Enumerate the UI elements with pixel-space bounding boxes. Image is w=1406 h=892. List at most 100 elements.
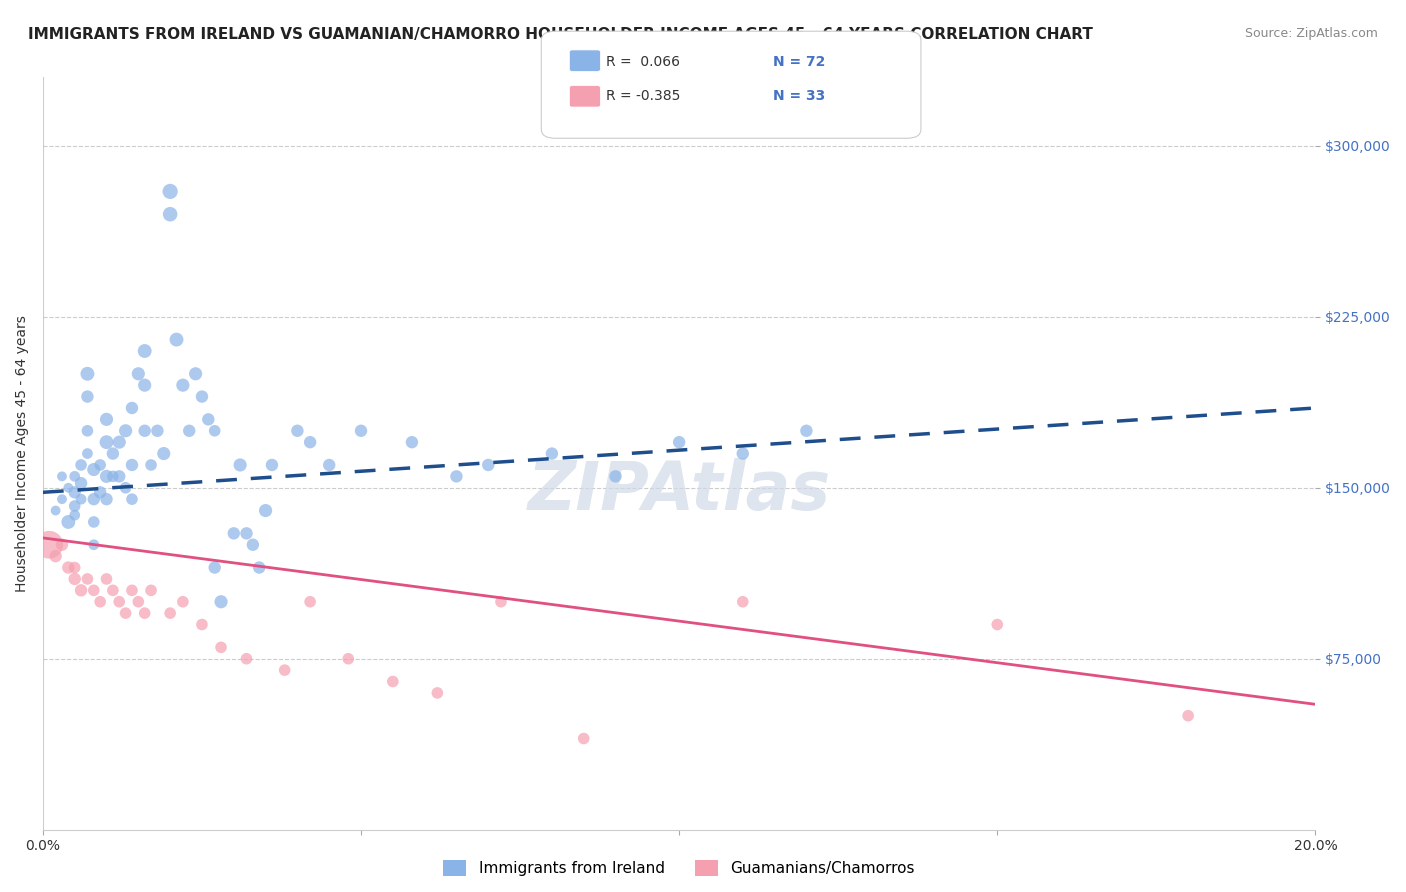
Point xyxy=(89,485,111,500)
Point xyxy=(426,686,449,700)
Point xyxy=(121,458,143,472)
Point xyxy=(350,424,373,438)
Point xyxy=(83,462,105,476)
Point xyxy=(76,390,98,404)
Point xyxy=(209,595,232,609)
Point xyxy=(45,549,67,563)
Point xyxy=(96,469,118,483)
Point xyxy=(96,435,118,450)
Text: N = 72: N = 72 xyxy=(773,54,825,69)
Point xyxy=(191,617,214,632)
Point xyxy=(108,435,131,450)
Point xyxy=(204,424,226,438)
Point xyxy=(254,503,277,517)
Point xyxy=(229,458,252,472)
Point xyxy=(146,424,169,438)
Point xyxy=(477,458,499,472)
Point xyxy=(58,515,80,529)
Point xyxy=(101,469,124,483)
Point xyxy=(108,469,131,483)
Point xyxy=(121,401,143,415)
Point xyxy=(121,583,143,598)
Point xyxy=(166,333,188,347)
Point xyxy=(45,503,67,517)
Point xyxy=(70,476,93,491)
Point xyxy=(83,538,105,552)
Point xyxy=(986,617,1008,632)
Point xyxy=(58,481,80,495)
Point xyxy=(273,663,295,677)
Point xyxy=(83,492,105,507)
Point xyxy=(101,583,124,598)
Point xyxy=(197,412,219,426)
Point xyxy=(172,595,194,609)
Point xyxy=(731,446,754,460)
Point xyxy=(172,378,194,392)
Text: IMMIGRANTS FROM IRELAND VS GUAMANIAN/CHAMORRO HOUSEHOLDER INCOME AGES 45 - 64 YE: IMMIGRANTS FROM IRELAND VS GUAMANIAN/CHA… xyxy=(28,27,1092,42)
Point xyxy=(58,560,80,574)
Point xyxy=(38,538,60,552)
Point xyxy=(318,458,340,472)
Point xyxy=(191,390,214,404)
Point xyxy=(127,367,149,381)
Point xyxy=(134,424,156,438)
Y-axis label: Householder Income Ages 45 - 64 years: Householder Income Ages 45 - 64 years xyxy=(15,315,30,592)
Point xyxy=(76,424,98,438)
Point xyxy=(572,731,595,746)
Point xyxy=(96,492,118,507)
Text: ZIPAtlas: ZIPAtlas xyxy=(527,458,831,524)
Point xyxy=(235,526,257,541)
Point xyxy=(63,508,86,522)
Point xyxy=(401,435,423,450)
Point xyxy=(70,583,93,598)
Point xyxy=(114,481,136,495)
Point xyxy=(287,424,309,438)
Point xyxy=(76,446,98,460)
Point xyxy=(159,207,181,221)
Point xyxy=(70,492,93,507)
Point xyxy=(242,538,264,552)
Point xyxy=(51,469,73,483)
Point xyxy=(108,595,131,609)
Point xyxy=(731,595,754,609)
Point xyxy=(51,492,73,507)
Point xyxy=(96,572,118,586)
Point xyxy=(260,458,283,472)
Point xyxy=(63,572,86,586)
Point xyxy=(204,560,226,574)
Point xyxy=(139,583,162,598)
Point xyxy=(70,458,93,472)
Point xyxy=(222,526,245,541)
Point xyxy=(127,595,149,609)
Point xyxy=(114,606,136,620)
Point xyxy=(796,424,818,438)
Text: R =  0.066: R = 0.066 xyxy=(606,54,681,69)
Point xyxy=(63,560,86,574)
Point xyxy=(134,606,156,620)
Point xyxy=(139,458,162,472)
Point xyxy=(114,424,136,438)
Point xyxy=(179,424,201,438)
Point xyxy=(489,595,512,609)
Legend: Immigrants from Ireland, Guamanians/Chamorros: Immigrants from Ireland, Guamanians/Cham… xyxy=(437,854,921,882)
Point xyxy=(76,572,98,586)
Point xyxy=(83,515,105,529)
Point xyxy=(159,606,181,620)
Point xyxy=(605,469,627,483)
Point xyxy=(63,469,86,483)
Point xyxy=(159,185,181,199)
Point xyxy=(152,446,174,460)
Point xyxy=(96,412,118,426)
Point xyxy=(541,446,564,460)
Point xyxy=(668,435,690,450)
Point xyxy=(89,595,111,609)
Point xyxy=(134,343,156,358)
Point xyxy=(209,640,232,655)
Point xyxy=(63,499,86,513)
Point xyxy=(63,485,86,500)
Text: R = -0.385: R = -0.385 xyxy=(606,89,681,103)
Point xyxy=(134,378,156,392)
Point xyxy=(89,458,111,472)
Point xyxy=(299,435,322,450)
Point xyxy=(235,651,257,665)
